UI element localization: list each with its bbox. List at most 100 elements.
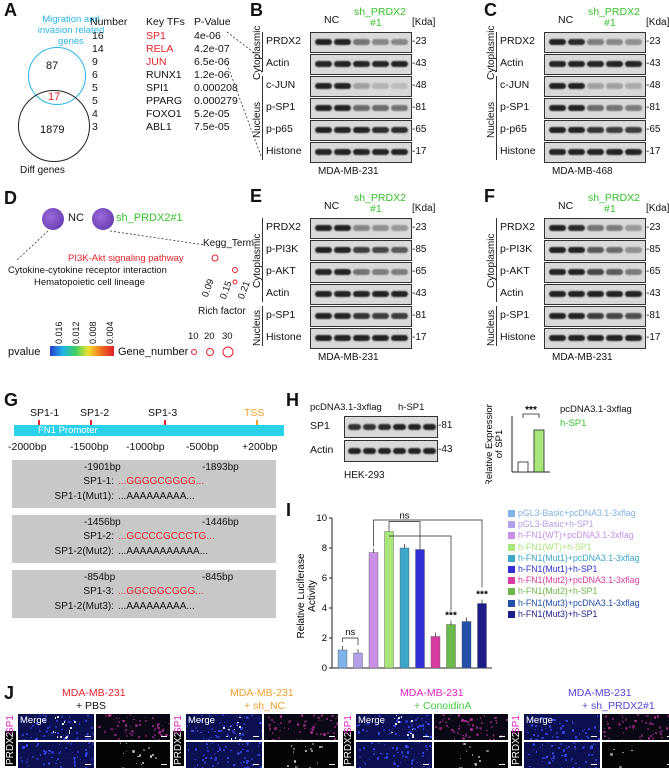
j-cell-dot: [419, 724, 422, 728]
j-cell-dot: [476, 733, 479, 737]
j-cell-dot: [43, 719, 45, 722]
j-cell-dot: [612, 722, 614, 724]
j-cell-dot: [217, 714, 219, 716]
i-chart-bar: [353, 652, 363, 669]
seq-mut: ...AAAAAAAAAAA...: [118, 546, 209, 557]
i-chart-bar: [337, 649, 348, 669]
j-cell-dot: [463, 743, 466, 746]
j-cell-dot: [621, 721, 625, 724]
j-cell-dot: [55, 762, 57, 764]
j-cell-dot: [141, 761, 145, 765]
blot-band: [587, 291, 604, 297]
blot-band: [353, 247, 370, 253]
j-cell-dot: [585, 761, 588, 764]
blot-band: [549, 313, 566, 319]
j-cell-dot: [247, 745, 249, 747]
j-cell-dot: [649, 734, 652, 737]
j-cell-dot: [39, 730, 41, 733]
j-cell-dot: [312, 714, 315, 717]
j-cell-dot: [425, 733, 428, 737]
j-cell-dot: [246, 749, 249, 752]
j-bright-dot: [398, 721, 400, 723]
j-cell-dot: [149, 755, 152, 758]
j-cell-dot: [202, 737, 205, 739]
gene-tick-1: 20: [204, 331, 215, 342]
site-mark-3: [164, 420, 166, 425]
j-cell-dot: [653, 716, 657, 719]
blot-row-label: Histone: [500, 145, 536, 157]
j-cell-dot: [456, 730, 458, 733]
j-cell-dot: [267, 716, 270, 719]
kegg-term-1: Cytokine-cytokine receptor interaction: [8, 265, 167, 276]
i-ns-label-1: ns: [345, 627, 355, 638]
j-cell-dot: [652, 733, 654, 735]
j-cell-dot: [125, 734, 129, 738]
j-cell-dot: [191, 729, 194, 732]
j-cell-dot: [220, 730, 222, 732]
blot-band: [391, 105, 408, 111]
j-cell-dot: [529, 766, 531, 768]
j-bright-dot: [52, 731, 55, 733]
tf-row-number: 5: [92, 82, 98, 94]
j-cell-dot: [457, 727, 460, 730]
blot-nucl-label: Nucleus: [252, 101, 263, 138]
tf-row-pvalue: 7.5e-05: [194, 121, 230, 133]
blot-nucl-bracket: [262, 76, 263, 160]
blot-band: [334, 247, 351, 253]
j-cell-dot: [382, 722, 385, 724]
j-cell-dot: [358, 724, 361, 727]
blot-band: [315, 39, 332, 45]
j-cell-dot: [210, 737, 212, 739]
cell-nc-icon: [42, 208, 64, 230]
j-cell-dot: [486, 750, 489, 753]
j-cell-dot: [154, 737, 156, 739]
j-cell-dot: [39, 754, 41, 756]
j-cell-dot: [632, 725, 635, 728]
j-cell-dot: [327, 732, 329, 734]
j-cell-dot: [120, 742, 122, 744]
j-cell-dot: [21, 759, 24, 762]
j-cell-dot: [588, 753, 591, 756]
j-cell-dot: [274, 727, 277, 730]
j-scale-bar: [667, 736, 669, 737]
seq-mut-label: SP1-2(Mut2):: [54, 546, 114, 557]
j-cell-dot: [395, 733, 397, 735]
blot-kda: -85: [646, 244, 661, 255]
blot-row-label: PRDX2: [266, 221, 302, 233]
blot-band: [606, 313, 623, 319]
j-cell-dot: [535, 751, 538, 754]
j-cell-dot: [548, 725, 551, 728]
j-cell-dot: [474, 763, 477, 766]
blot-band: [587, 225, 604, 231]
j-cell-dot: [196, 730, 199, 732]
j-cell-dot: [656, 715, 660, 718]
i-chart-bar: [446, 624, 456, 669]
j-cell-dot: [584, 728, 586, 730]
j-cell-dot: [415, 719, 417, 722]
blot-kda: -85: [412, 244, 427, 255]
j-bright-dot: [230, 738, 233, 740]
j-cell-dot: [44, 715, 47, 718]
j-cell-dot: [242, 722, 246, 726]
j-cell-dot: [464, 719, 467, 722]
seq-mut-label: SP1-1(Mut1):: [54, 491, 114, 502]
blot-kda: -65: [646, 124, 661, 135]
j-cell-dot: [435, 720, 438, 723]
blot-band: [625, 83, 642, 89]
j-cell-dot: [540, 726, 543, 729]
axis-label-3: -500bp: [186, 441, 219, 453]
j-cell-dot: [416, 723, 418, 726]
j-cell-dot: [525, 756, 527, 758]
kegg-connector: [15, 230, 206, 262]
h-cell-label: HEK-293: [344, 470, 385, 481]
blot-band: [549, 269, 566, 275]
j-cell-dot: [533, 729, 535, 731]
j-cell-dot: [314, 723, 317, 726]
j-cell-dot: [55, 719, 58, 723]
j-cell-dot: [552, 754, 554, 756]
j-cell-dot: [85, 738, 87, 740]
j-cell-dot: [78, 723, 81, 725]
kegg-term-title: Kegg_Term: [203, 238, 255, 249]
j-cell-dot: [202, 753, 205, 756]
venn-bottom-count: 1879: [40, 124, 65, 136]
